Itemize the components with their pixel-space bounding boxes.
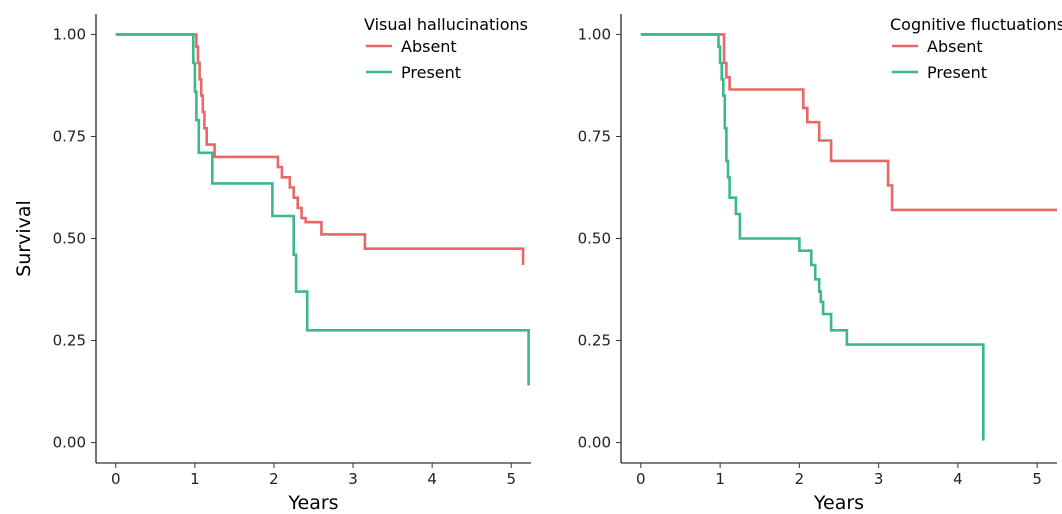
survival-curve-absent (115, 33, 525, 265)
y-tick-label: 1.00 (53, 25, 86, 43)
chart-panel-2: 0 1 2 3 4 5 0.00 0.25 0.50 0.75 1.00 Years Cognitive… (578, 14, 1062, 514)
legend-title: Cognitive fluctuations (890, 15, 1062, 34)
x-tick-label: 0 (636, 470, 646, 488)
legend-label-absent: Absent (401, 37, 457, 56)
y-tick-label: 0.00 (53, 434, 86, 452)
x-tick-label: 2 (795, 470, 805, 488)
x-tick-label: 3 (348, 470, 358, 488)
y-tick-label: 0.75 (578, 127, 611, 145)
chart-panel-1: 0 1 2 3 4 5 0.00 0.25 0.50 0.75 1.00 Years Survival V… (13, 14, 531, 514)
x-tick-label: 5 (506, 470, 516, 488)
y-tick-label: 1.00 (578, 25, 611, 43)
x-axis-title: Years (287, 492, 338, 514)
x-tick-label: 2 (269, 470, 279, 488)
legend-label-present: Present (401, 63, 461, 82)
y-tick-label: 0.25 (578, 332, 611, 350)
x-tick-label: 4 (427, 470, 437, 488)
x-axis-title: Years (813, 492, 864, 514)
x-tick-label: 1 (715, 470, 725, 488)
legend-title: Visual hallucinations (364, 15, 528, 34)
y-axis-title: Survival (13, 200, 35, 277)
survival-curve-present (640, 33, 985, 441)
survival-curve-absent (640, 33, 1057, 212)
y-tick-label: 0.50 (578, 230, 611, 248)
x-tick-label: 3 (874, 470, 884, 488)
legend-label-present: Present (927, 63, 987, 82)
y-tick-label: 0.75 (53, 127, 86, 145)
x-tick-label: 4 (953, 470, 963, 488)
x-tick-label: 1 (190, 470, 200, 488)
survival-curve-present (115, 33, 530, 386)
y-tick-label: 0.25 (53, 332, 86, 350)
legend-label-absent: Absent (927, 37, 983, 56)
x-tick-label: 5 (1032, 470, 1042, 488)
x-tick-label: 0 (111, 470, 121, 488)
y-tick-label: 0.00 (578, 434, 611, 452)
y-tick-label: 0.50 (53, 230, 86, 248)
